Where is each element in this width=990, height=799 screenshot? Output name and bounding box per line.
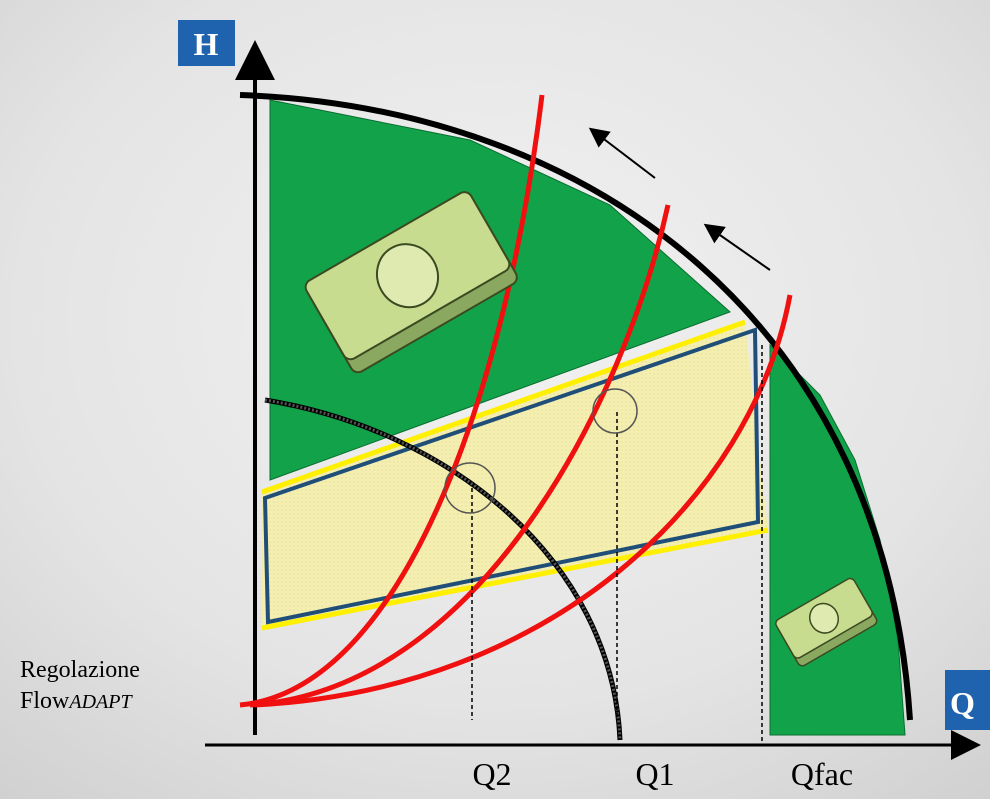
y-axis-label: H <box>194 26 219 62</box>
x-label-box <box>945 670 990 730</box>
x-axis-label: Q <box>950 685 975 721</box>
band-edge <box>261 527 769 631</box>
annotation-italic: ADAPT <box>67 691 133 713</box>
system-curve <box>249 204 671 708</box>
regulation-zone <box>262 327 761 625</box>
direction-arrow <box>703 223 771 271</box>
operating-point <box>592 388 638 434</box>
system-curve <box>239 94 545 708</box>
annotation-prefix: Flow <box>20 688 70 714</box>
flow-mark: Qfac <box>791 756 853 792</box>
pump-curve-max <box>239 92 913 721</box>
direction-arrow <box>588 127 656 179</box>
system-curve <box>254 294 793 708</box>
money-icon <box>775 577 878 667</box>
operating-point <box>444 462 496 514</box>
money-icon <box>304 191 518 374</box>
pump-curve-hatch <box>264 398 622 741</box>
annotation: FlowADAPT <box>20 688 133 714</box>
flow-mark: Q1 <box>635 756 674 792</box>
band-edge <box>261 319 746 495</box>
y-label-box <box>178 20 235 66</box>
flow-mark: Q2 <box>472 756 511 792</box>
annotation: Regolazione <box>20 657 140 683</box>
